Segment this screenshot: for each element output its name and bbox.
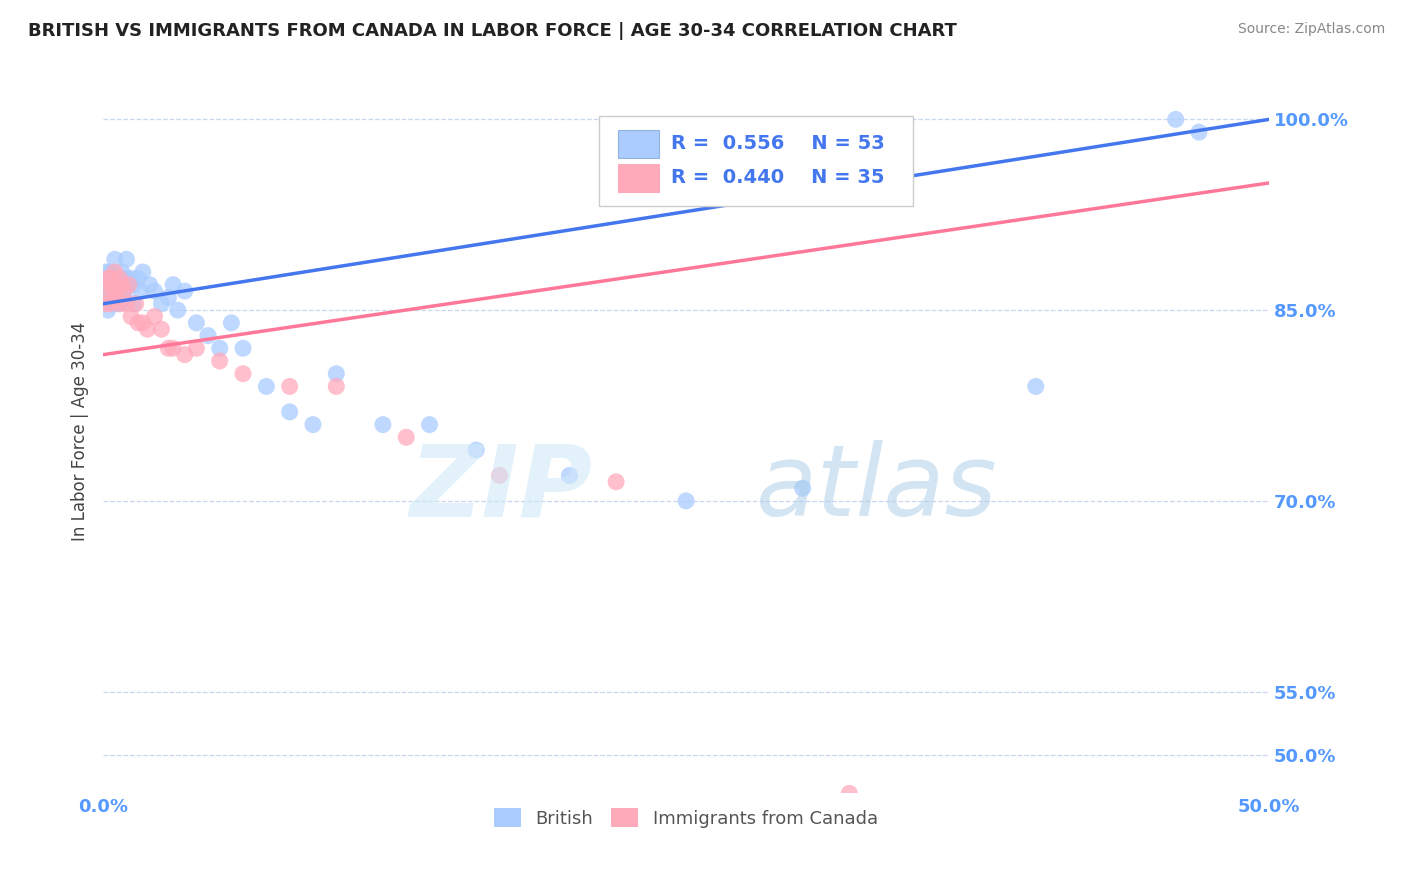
Point (173, 284, 195, 298)
Point (122, 297, 145, 311)
Point (105, 271, 128, 285)
Point (122, 277, 145, 292)
FancyBboxPatch shape (599, 116, 914, 206)
Point (1025, 379, 1047, 393)
Text: BRITISH VS IMMIGRANTS FROM CANADA IN LABOR FORCE | AGE 30-34 CORRELATION CHART: BRITISH VS IMMIGRANTS FROM CANADA IN LAB… (28, 22, 957, 40)
Point (197, 328, 219, 343)
Point (97, 271, 120, 285)
Point (162, 277, 184, 292)
Point (101, 277, 124, 292)
Point (94, 265, 117, 279)
Point (558, 468, 581, 483)
Point (132, 316, 155, 330)
Point (232, 341, 254, 355)
Point (186, 341, 208, 355)
Point (143, 310, 166, 324)
Point (302, 417, 325, 432)
Point (98, 284, 121, 298)
Point (150, 297, 173, 311)
Point (232, 367, 254, 381)
Point (278, 379, 301, 393)
Point (101, 297, 124, 311)
Point (186, 316, 208, 330)
Bar (619, 164, 659, 192)
Point (136, 322, 159, 336)
Point (208, 354, 231, 368)
Point (101, 277, 124, 292)
Point (108, 277, 131, 292)
Point (97, 271, 120, 285)
Point (108, 297, 131, 311)
Point (104, 252, 127, 267)
Point (94, 277, 117, 292)
Point (111, 265, 134, 279)
Point (111, 277, 134, 292)
Point (120, 271, 142, 285)
Point (108, 297, 131, 311)
Point (221, 316, 243, 330)
Point (150, 322, 173, 336)
Point (325, 379, 347, 393)
Point (118, 277, 141, 292)
Point (125, 297, 148, 311)
Point (675, 494, 697, 508)
Bar (619, 130, 659, 158)
Point (325, 367, 347, 381)
Point (98, 297, 121, 311)
Point (104, 271, 127, 285)
Text: R =  0.556    N = 53: R = 0.556 N = 53 (671, 135, 884, 153)
Text: Source: ZipAtlas.com: Source: ZipAtlas.com (1237, 22, 1385, 37)
Point (1188, 125, 1211, 139)
Point (166, 303, 188, 318)
Point (118, 277, 141, 292)
Point (605, 475, 627, 489)
Point (111, 284, 134, 298)
Point (792, 481, 814, 495)
Point (1164, 112, 1187, 127)
Point (112, 284, 135, 298)
Point (115, 271, 138, 285)
Point (278, 405, 301, 419)
Point (97, 290, 120, 304)
Point (104, 265, 127, 279)
Text: atlas: atlas (756, 441, 998, 537)
Point (127, 271, 149, 285)
Point (94, 297, 117, 311)
Point (98, 271, 121, 285)
Point (838, 786, 860, 800)
Legend: British, Immigrants from Canada: British, Immigrants from Canada (486, 801, 886, 835)
Point (143, 284, 166, 298)
Point (419, 417, 441, 432)
Point (132, 265, 155, 279)
Point (208, 341, 231, 355)
Y-axis label: In Labor Force | Age 30-34: In Labor Force | Age 30-34 (72, 321, 89, 541)
Point (120, 310, 142, 324)
Point (105, 290, 128, 304)
Point (139, 277, 162, 292)
Point (115, 297, 138, 311)
Point (112, 290, 135, 304)
Point (105, 290, 128, 304)
Point (488, 468, 510, 483)
Point (395, 430, 418, 444)
Point (162, 341, 184, 355)
Point (254, 379, 277, 393)
Point (94, 290, 117, 304)
Text: R =  0.440    N = 35: R = 0.440 N = 35 (671, 169, 884, 187)
Point (115, 252, 138, 267)
Point (371, 417, 394, 432)
Point (98, 265, 121, 279)
Point (173, 348, 195, 362)
Point (97, 303, 120, 318)
Point (127, 316, 149, 330)
Point (157, 290, 180, 304)
Point (465, 442, 488, 457)
Point (157, 341, 180, 355)
Point (129, 284, 152, 298)
Point (108, 271, 131, 285)
Point (104, 284, 127, 298)
Point (112, 271, 135, 285)
Point (94, 277, 117, 292)
Text: ZIP: ZIP (409, 441, 593, 537)
